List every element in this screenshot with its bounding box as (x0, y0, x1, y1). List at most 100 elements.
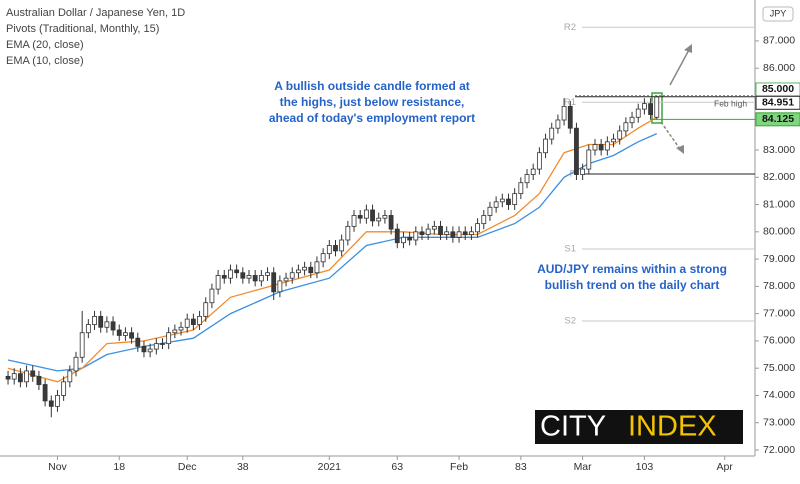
candle-body (289, 272, 295, 279)
y-tick-label: 87.000 (763, 35, 795, 47)
candle-body (166, 332, 172, 345)
arrow-head (676, 145, 684, 154)
candle-body (394, 228, 400, 244)
logo-text: CITY (540, 411, 606, 443)
candle-body (518, 182, 524, 195)
candle-body (228, 269, 233, 279)
pivot-label: S2 (564, 316, 576, 327)
candle-body (277, 280, 283, 293)
arrow-head (684, 44, 692, 53)
candle-body (401, 236, 406, 244)
candle-body (246, 275, 252, 279)
candle-body (623, 122, 629, 132)
candle-body (481, 215, 487, 225)
x-tick-label: Nov (48, 461, 67, 473)
currency-label: JPY (770, 8, 787, 18)
candle-body (30, 370, 36, 377)
ema-line (7, 133, 658, 372)
candle-body (629, 116, 635, 124)
candle-body (376, 217, 382, 222)
x-tick-label: 103 (636, 461, 654, 473)
candle-body (178, 326, 184, 331)
logo: CITY INDEX (535, 410, 743, 444)
candle-body (333, 245, 338, 252)
candle-body (61, 381, 67, 396)
candle-body (555, 119, 561, 129)
candle-body (153, 343, 159, 350)
x-tick-label: 63 (391, 461, 403, 473)
y-tick-label: 81.000 (763, 198, 795, 210)
candle-body (487, 206, 493, 216)
candle-body (283, 277, 289, 282)
candle-body (265, 272, 270, 276)
indicator-label: Pivots (Traditional, Monthly, 15) (6, 23, 159, 35)
candle-body (48, 400, 54, 407)
candle-body (339, 239, 345, 252)
candle-body (135, 337, 141, 347)
price-label: 84.951 (762, 97, 794, 109)
candle-body (24, 370, 29, 383)
candle-body (586, 149, 592, 170)
candle-body (221, 275, 227, 279)
candle-body (462, 231, 468, 235)
logo-text: INDEX (628, 411, 717, 443)
price-box (755, 95, 800, 110)
candle-body (234, 269, 240, 274)
candle-body (141, 345, 147, 353)
candle-body (302, 266, 307, 271)
candle-body (296, 269, 301, 274)
candle-body (370, 209, 375, 222)
candle-body (567, 105, 573, 129)
candle-body (190, 318, 196, 325)
annotation: the highs, just below resistance, (280, 95, 465, 109)
candle-body (197, 315, 202, 325)
candle-body (611, 138, 616, 143)
y-tick-label: 76.000 (763, 335, 795, 347)
candle-body (11, 373, 17, 380)
candle-body (55, 395, 60, 407)
x-tick-label: 2021 (318, 461, 342, 473)
candle-body (388, 215, 394, 230)
candle-body (530, 168, 536, 175)
candle-body (116, 329, 122, 336)
candle-body (17, 373, 23, 383)
candle-body (456, 231, 462, 238)
candle-body (475, 223, 480, 233)
candle-body (123, 332, 128, 336)
candle-body (598, 144, 604, 151)
x-tick-label: 83 (515, 461, 527, 473)
candle-body (413, 231, 419, 241)
candle-body (172, 329, 178, 334)
candle-body (450, 231, 456, 238)
candle-body (444, 231, 450, 235)
pivot-label: S1 (564, 244, 576, 255)
price-label: 84.125 (762, 113, 794, 125)
candle-body (536, 152, 542, 170)
candle-body (79, 332, 85, 358)
candle-body (648, 103, 653, 115)
candle-body (240, 272, 246, 279)
pivot-label: R2 (564, 22, 576, 33)
candle-body (604, 141, 610, 151)
candle-body (42, 384, 48, 402)
price-box (755, 112, 800, 127)
candle-body (258, 275, 264, 282)
candle-body (184, 318, 190, 328)
y-tick-label: 72.000 (763, 444, 795, 456)
candle-body (203, 302, 209, 317)
candle-body (524, 174, 530, 184)
x-tick-label: Dec (178, 461, 197, 473)
candle-body (635, 108, 641, 118)
candle-body (98, 315, 104, 328)
candle-body (549, 127, 555, 140)
candle-body (326, 245, 332, 255)
candle-body (252, 275, 258, 282)
candle-body (493, 201, 499, 208)
candle-body (308, 266, 314, 274)
candle-body (642, 103, 647, 110)
candle-body (561, 105, 567, 121)
price-label: 85.000 (762, 83, 794, 95)
candle-body (499, 198, 505, 203)
